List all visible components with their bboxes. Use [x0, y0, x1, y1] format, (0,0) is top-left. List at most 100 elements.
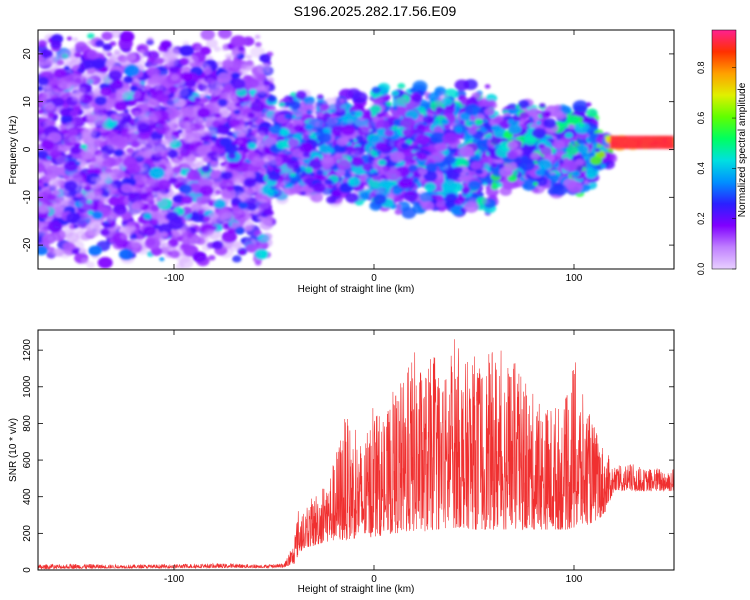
heatmap-cell: [254, 34, 261, 40]
heatmap-cell: [182, 235, 189, 241]
heatmap-cell: [269, 155, 283, 166]
heatmap-cell: [63, 180, 78, 192]
heatmap-cell: [246, 54, 253, 60]
heatmap-cell: [161, 242, 172, 251]
heatmap-cell: [241, 191, 252, 199]
heatmap-cell: [99, 125, 109, 133]
heatmap-cell: [194, 96, 201, 102]
heatmap-cell: [145, 197, 155, 205]
heatmap-cell: [118, 248, 134, 261]
heatmap-cell: [304, 166, 313, 174]
heatmap-cell: [47, 234, 58, 243]
heatmap-cell: [114, 101, 128, 111]
heatmap-cell: [322, 103, 330, 110]
heatmap-cell: [310, 195, 317, 201]
heatmap-cell: [40, 139, 55, 151]
heatmap-cell: [38, 245, 48, 256]
heatmap-cell: [97, 256, 113, 269]
heatmap-cell: [238, 146, 245, 152]
heatmap-cell: [145, 238, 156, 247]
heatmap-cell: [245, 243, 258, 253]
heatmap-cell: [210, 198, 218, 205]
heatmap-cell: [57, 84, 64, 89]
heatmap-cell: [263, 80, 271, 86]
heatmap-cell: [150, 219, 159, 225]
heatmap-cell: [324, 178, 333, 186]
heatmap-cell: [71, 248, 80, 255]
heatmap-cell: [214, 169, 222, 176]
heatmap-cell: [177, 129, 183, 134]
heatmap-cell: [199, 185, 214, 197]
heatmap-cell: [146, 62, 154, 68]
heatmap-cell: [99, 87, 112, 97]
heatmap-cell: [260, 220, 274, 231]
heatmap-cell: [183, 116, 190, 122]
heatmap-cell: [200, 231, 209, 239]
heatmap-cell: [243, 177, 257, 188]
heatmap-cell: [38, 40, 48, 48]
heatmap-cell: [159, 257, 165, 262]
heatmap-cell: [254, 98, 261, 103]
heatmap-cell: [46, 56, 57, 65]
heatmap-cell: [172, 166, 182, 174]
heatmap-cell: [38, 76, 49, 86]
heatmap-cell: [186, 169, 202, 181]
heatmap-cell: [299, 142, 313, 154]
heatmap-cell: [359, 191, 370, 200]
heatmap-cell: [45, 165, 61, 177]
spectrogram-heatmap: [38, 30, 674, 269]
heatmap-cell: [200, 30, 215, 41]
heatmap-cell: [355, 135, 365, 142]
heatmap-cell: [81, 182, 87, 187]
heatmap-cell: [241, 95, 250, 103]
heatmap-cell: [131, 202, 141, 210]
heatmap-cell: [345, 145, 354, 152]
heatmap-cell: [192, 251, 207, 263]
heatmap-cell: [327, 184, 334, 189]
heatmap-cell: [214, 154, 221, 160]
heatmap-cell: [40, 228, 49, 235]
heatmap-cell: [254, 249, 269, 260]
heatmap-cell: [87, 33, 95, 40]
heatmap-cell: [211, 240, 224, 250]
heatmap-cell: [125, 224, 136, 233]
heatmap-cell: [280, 164, 294, 175]
heatmap-cell: [85, 77, 93, 84]
heatmap-cell: [238, 46, 245, 52]
heatmap-cell: [108, 196, 120, 206]
heatmap-cell: [108, 70, 123, 81]
heatmap-cell: [170, 74, 179, 81]
heatmap-cell: [254, 41, 262, 47]
heatmap-cell: [43, 182, 49, 187]
heatmap-cell: [230, 35, 247, 48]
heatmap-cell: [165, 129, 173, 135]
heatmap-cell: [91, 58, 106, 69]
heatmap-cell: [160, 40, 172, 50]
heatmap-cell: [351, 156, 365, 167]
heatmap-cell: [66, 36, 73, 41]
heatmap-cell: [217, 72, 232, 84]
heatmap-cell: [131, 249, 138, 254]
heatmap-cell: [325, 117, 338, 127]
heatmap-cell: [341, 124, 356, 136]
heatmap-cell: [257, 87, 268, 95]
heatmap-cell: [181, 195, 194, 205]
heatmap-cell: [231, 78, 246, 90]
heatmap-cell: [192, 214, 200, 221]
heatmap-cell: [246, 102, 252, 107]
heatmap-cell: [72, 196, 80, 202]
heatmap-cell: [39, 60, 47, 66]
heatmap-cell: [268, 171, 281, 182]
heatmap-cell: [217, 116, 224, 122]
heatmap-cell: [76, 217, 92, 230]
heatmap-cell: [114, 114, 123, 121]
heatmap-cell: [98, 162, 112, 174]
heatmap-cell: [220, 212, 235, 224]
heatmap-cell: [273, 189, 280, 195]
heatmap-cell: [208, 212, 220, 221]
heatmap-cell: [55, 155, 69, 166]
heatmap-cell: [271, 108, 280, 116]
heatmap-cell: [352, 91, 368, 104]
